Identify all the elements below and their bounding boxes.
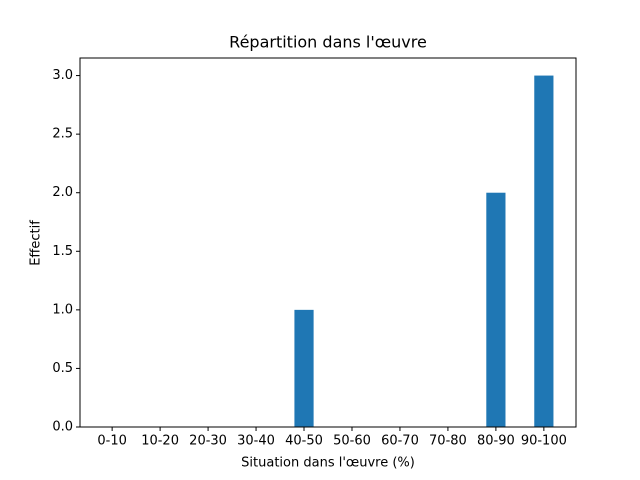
x-tick-label: 60-70	[381, 434, 419, 449]
x-tick-label: 40-50	[285, 434, 323, 449]
bar	[534, 75, 554, 428]
x-tick-label: 10-20	[141, 434, 179, 449]
x-tick-label: 20-30	[189, 434, 227, 449]
plot-frame	[79, 57, 577, 428]
x-axis-label: Situation dans l'œuvre (%)	[241, 456, 415, 471]
bar	[294, 309, 314, 427]
y-axis-label: Effectif	[29, 220, 44, 266]
y-tick-label: 2.5	[52, 127, 73, 142]
x-tick-label: 90-100	[521, 434, 567, 449]
y-tick-label: 2.0	[52, 185, 73, 200]
x-tick-label: 30-40	[237, 434, 275, 449]
x-tick-label: 70-80	[429, 434, 467, 449]
x-tick-label: 50-60	[333, 434, 371, 449]
bar	[486, 192, 506, 427]
x-tick-label: 80-90	[477, 434, 515, 449]
chart-title: Répartition dans l'œuvre	[229, 33, 427, 52]
y-tick-label: 1.0	[52, 302, 73, 317]
y-tick-label: 1.5	[52, 244, 73, 259]
y-tick-label: 0.5	[52, 361, 73, 376]
x-tick-label: 0-10	[97, 434, 127, 449]
y-tick-label: 3.0	[52, 68, 73, 83]
y-tick-label: 0.0	[52, 420, 73, 435]
